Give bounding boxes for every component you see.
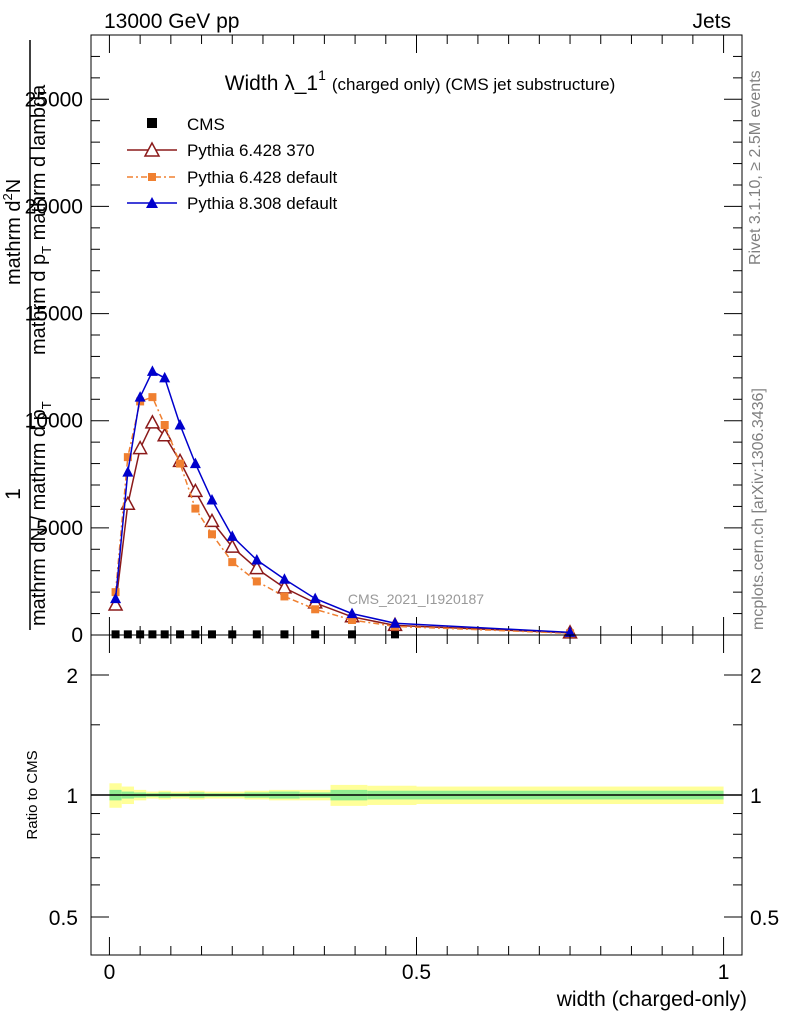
point-pythia-6-428-370	[107, 596, 124, 611]
ratio-ylabel: Ratio to CMS	[24, 750, 41, 839]
legend-marker-pythia8-default	[146, 197, 158, 208]
main-ytick-label: 0	[71, 624, 83, 647]
main-y-ticks: 0 5000 10000 15000 20000 25000	[25, 34, 742, 647]
point-pythia-6-428-370	[224, 538, 241, 553]
point-pythia-6-428-370	[144, 414, 161, 429]
point-pythia-8-308-default	[251, 554, 263, 565]
series-line-pythia-6-428-370	[114, 421, 571, 634]
point-pythia-6-428-default	[311, 605, 320, 614]
point-cms	[311, 630, 320, 639]
point-pythia-6-428-370	[187, 482, 204, 498]
ratio-ytick-label: 2	[66, 665, 78, 688]
point-cms	[207, 630, 216, 639]
ratio-ytick-label: 0.5	[49, 907, 78, 930]
point-cms	[280, 630, 289, 639]
point-cms	[111, 630, 120, 639]
legend-marker-pythia6-370	[143, 141, 161, 157]
point-pythia-8-308-default	[134, 391, 146, 402]
point-pythia-8-308-default	[174, 419, 186, 430]
legend-label-cms: CMS	[187, 115, 225, 134]
legend-marker-cms	[147, 118, 157, 128]
rivet-label: Rivet 3.1.10, ≥ 2.5M events	[747, 70, 764, 265]
ratio-xtick-label: 0	[104, 961, 116, 984]
main-ytick-label: 20000	[25, 195, 83, 218]
point-pythia-6-428-default	[280, 592, 289, 601]
legend-label-pythia6-370: Pythia 6.428 370	[187, 141, 315, 160]
legend-item-cms: CMS	[147, 115, 225, 134]
point-pythia-6-428-default	[207, 530, 216, 539]
legend-label-pythia8-default: Pythia 8.308 default	[187, 194, 338, 213]
point-cms	[160, 630, 169, 639]
point-cms	[348, 630, 357, 639]
ratio-y-ticks: 0.5 0.5 1 1 2 2	[49, 665, 779, 930]
point-pythia-8-308-default	[309, 592, 321, 604]
ylabel-line1: mathrm d2N	[0, 179, 25, 285]
point-pythia-8-308-default	[346, 607, 358, 619]
header-left: 13000 GeV pp	[104, 10, 239, 33]
legend: CMS Pythia 6.428 370 Pythia 6.428 defaul…	[127, 115, 338, 213]
point-pythia-6-428-default	[191, 504, 200, 513]
point-pythia-6-428-default	[148, 393, 157, 402]
ylabel-line2: mathrm d pT mathrm d lambda	[28, 84, 54, 355]
main-ytick-label: 25000	[25, 88, 83, 111]
ratio-ytick-label-right: 2	[750, 665, 762, 688]
point-pythia-8-308-default	[278, 573, 290, 584]
main-ytick-label: 5000	[36, 517, 83, 540]
ratio-ytick-label: 1	[66, 785, 78, 808]
main-ytick-label: 10000	[25, 410, 83, 433]
ratio-ytick-label-right: 0.5	[750, 907, 779, 930]
point-pythia-6-428-default	[160, 421, 169, 429]
point-pythia-8-308-default	[189, 457, 201, 469]
series-line-pythia-8-308-default	[114, 370, 571, 634]
point-pythia-6-428-370	[156, 427, 173, 442]
point-cms	[176, 630, 185, 639]
point-pythia-8-308-default	[564, 626, 576, 637]
point-pythia-6-428-default	[228, 558, 237, 567]
header-right: Jets	[692, 10, 731, 33]
ratio-ytick-label-right: 1	[750, 785, 762, 808]
legend-item-pythia6-default: Pythia 6.428 default	[127, 168, 338, 187]
ratio-x-ticks: 0 0.5 1	[104, 635, 730, 984]
point-pythia-8-308-default	[389, 617, 401, 628]
ratio-xtick-label: 1	[718, 961, 730, 984]
ylabel-frac-num: 1	[2, 488, 25, 500]
point-pythia-6-428-default	[176, 459, 185, 468]
main-ytick-label: 15000	[25, 303, 83, 326]
point-pythia-6-428-370	[249, 559, 265, 575]
point-pythia-6-428-default	[252, 577, 261, 586]
point-pythia-6-428-default	[348, 616, 357, 624]
legend-label-pythia6-default: Pythia 6.428 default	[187, 168, 338, 187]
point-cms	[123, 630, 132, 639]
legend-marker-pythia6-default	[148, 173, 156, 181]
ratio-xtick-label: 0.5	[402, 961, 431, 984]
xlabel: width (charged-only)	[556, 988, 747, 1011]
point-pythia-6-428-370	[204, 512, 220, 528]
point-pythia-8-308-default	[122, 466, 134, 477]
point-pythia-8-308-default	[226, 530, 238, 541]
main-series-layer	[107, 365, 578, 639]
point-cms	[136, 630, 145, 639]
legend-item-pythia6-370: Pythia 6.428 370	[127, 141, 315, 160]
point-cms	[228, 630, 237, 639]
ylabel-frac-den: mathrm dN / mathrm d pT	[28, 401, 54, 626]
point-cms	[148, 630, 157, 639]
main-ylabel: 1 mathrm dN / mathrm d pT mathrm d2N mat…	[0, 40, 54, 630]
point-pythia-8-308-default	[146, 365, 158, 376]
point-cms	[191, 630, 200, 639]
point-pythia-8-308-default	[206, 494, 218, 505]
point-pythia-6-428-370	[132, 439, 148, 455]
point-pythia-6-428-default	[123, 453, 132, 462]
chart-title: Width λ_11 (charged only) (CMS jet substr…	[225, 67, 616, 95]
analysis-watermark: CMS_2021_I1920187	[348, 591, 484, 607]
point-pythia-8-308-default	[159, 371, 171, 383]
point-pythia-8-308-default	[110, 592, 122, 604]
legend-item-pythia8-default: Pythia 8.308 default	[127, 194, 338, 213]
mcplots-label: mcplots.cern.ch [arXiv:1306.3436]	[750, 388, 767, 630]
point-cms	[391, 630, 400, 639]
point-cms	[252, 630, 261, 639]
